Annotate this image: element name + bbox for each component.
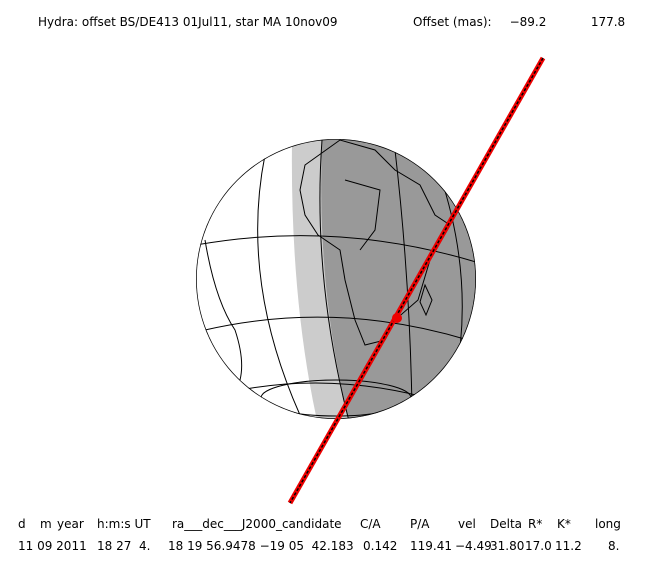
table-cell: 18 19 56.9478 −19 05 42.183 — [168, 539, 354, 553]
column-header: vel — [458, 517, 476, 531]
column-header: m — [40, 517, 52, 531]
table-cell: 8. — [608, 539, 619, 553]
column-header: Delta — [490, 517, 522, 531]
table-cell: 119.41 — [410, 539, 452, 553]
event-table: d m year h:m:s UT ra___dec___J2000_candidate… — [18, 517, 621, 553]
title: Hydra: offset BS/DE413 01Jul11, star MA … — [38, 15, 338, 29]
closest-approach — [392, 313, 402, 323]
table-cell: 31.80 — [490, 539, 524, 553]
offset-value: 177.8 — [591, 15, 625, 29]
table-cell: 17.0 — [525, 539, 552, 553]
table-cell: 11.2 — [555, 539, 582, 553]
column-header: K* — [557, 517, 571, 531]
column-header: C/A — [360, 517, 381, 531]
table-cell: 11 09 2011 — [18, 539, 87, 553]
column-header: R* — [528, 517, 542, 531]
table-cell: 0.142 — [363, 539, 397, 553]
column-header: P/A — [410, 517, 430, 531]
table-cell: 18 27 4. — [97, 539, 150, 553]
globe — [196, 139, 476, 419]
centerline — [289, 57, 544, 504]
offset-value: −89.2 — [510, 15, 547, 29]
column-header: d — [18, 517, 26, 531]
column-header: long — [595, 517, 621, 531]
column-header: year — [57, 517, 84, 531]
column-header: h:m:s UT — [97, 517, 151, 531]
table-cell: −4.49 — [455, 539, 492, 553]
offset-label: Offset (mas): — [413, 15, 492, 29]
column-header: ra___dec___J2000_candidate — [172, 517, 342, 531]
